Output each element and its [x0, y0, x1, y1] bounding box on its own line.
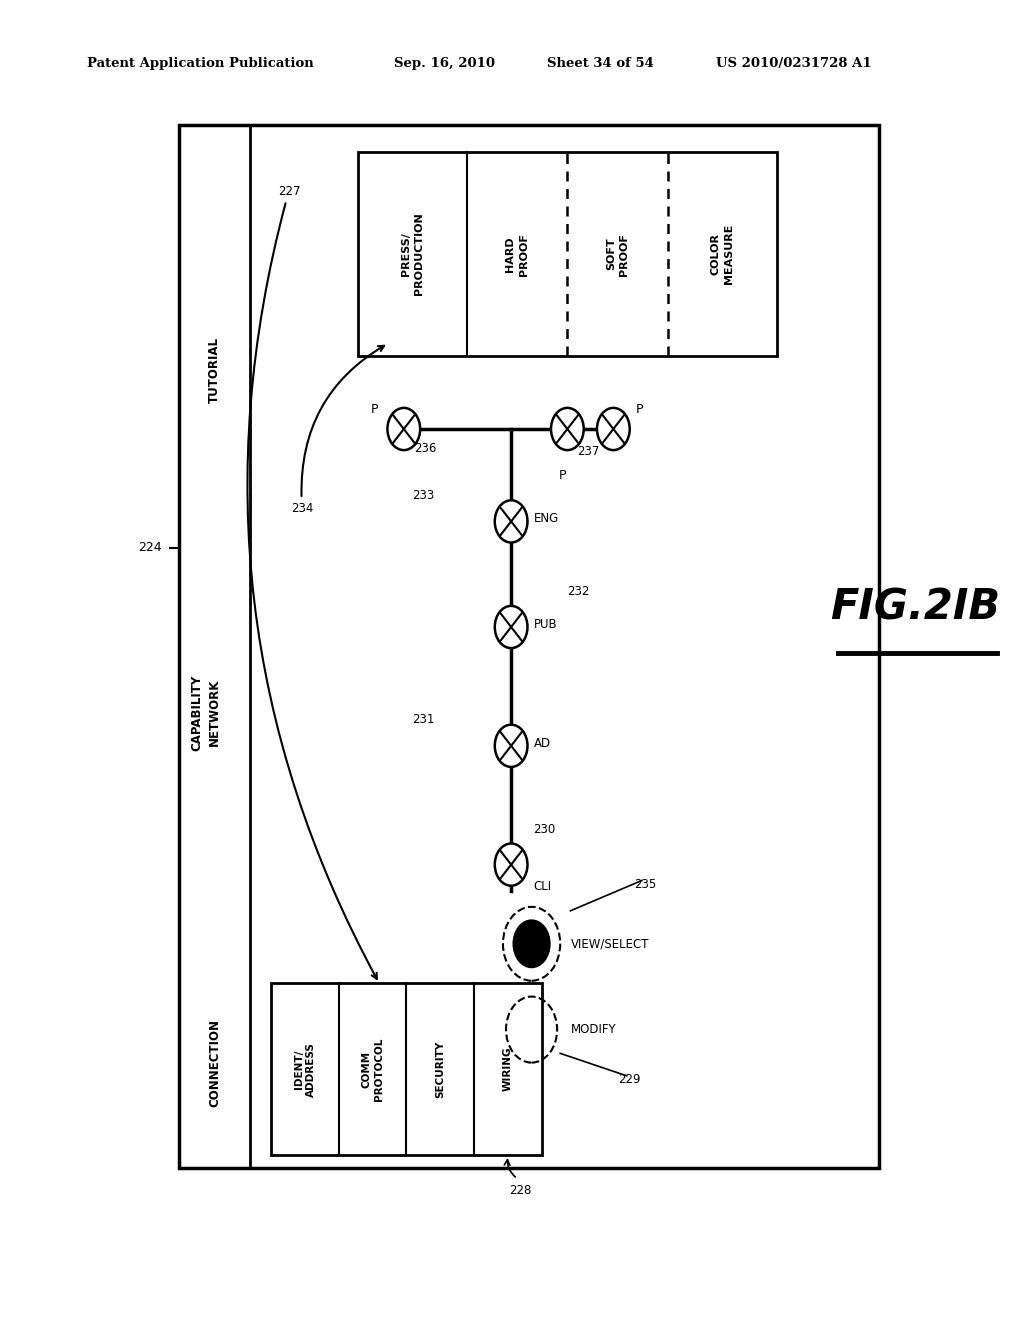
Text: 234: 234	[292, 502, 313, 515]
Text: NETWORK: NETWORK	[208, 678, 221, 747]
Circle shape	[495, 606, 527, 648]
Text: P: P	[636, 403, 643, 416]
Text: 235: 235	[634, 878, 656, 891]
Text: MODIFY: MODIFY	[570, 1023, 616, 1036]
Text: Patent Application Publication: Patent Application Publication	[87, 57, 313, 70]
Circle shape	[597, 408, 630, 450]
Circle shape	[551, 408, 584, 450]
Text: COLOR
MEASURE: COLOR MEASURE	[711, 224, 734, 284]
Text: P: P	[558, 469, 566, 482]
Text: TUTORIAL: TUTORIAL	[208, 337, 221, 403]
Bar	[357, 152, 777, 356]
Text: Sep. 16, 2010: Sep. 16, 2010	[393, 57, 495, 70]
Text: 237: 237	[578, 445, 600, 458]
Circle shape	[495, 725, 527, 767]
Text: Sheet 34 of 54: Sheet 34 of 54	[547, 57, 653, 70]
Text: SOFT
PROOF: SOFT PROOF	[606, 232, 630, 276]
Text: HARD
PROOF: HARD PROOF	[506, 232, 528, 276]
Text: WIRING: WIRING	[503, 1047, 513, 1092]
Text: VIEW/SELECT: VIEW/SELECT	[570, 937, 649, 950]
Text: 230: 230	[534, 822, 556, 836]
Text: P: P	[371, 403, 378, 416]
Text: 227: 227	[279, 185, 301, 198]
Text: AD: AD	[534, 737, 551, 750]
Circle shape	[495, 500, 527, 543]
Text: 224: 224	[138, 541, 162, 554]
Text: COMM
PROTOCOL: COMM PROTOCOL	[361, 1038, 384, 1101]
Text: SECURITY: SECURITY	[435, 1040, 445, 1098]
Text: 236: 236	[414, 442, 436, 455]
Text: CONNECTION: CONNECTION	[208, 1019, 221, 1106]
Text: 233: 233	[413, 488, 434, 502]
Text: 228: 228	[509, 1184, 531, 1197]
Text: 231: 231	[412, 713, 434, 726]
Bar	[179, 125, 880, 1168]
Text: ENG: ENG	[534, 512, 559, 525]
Text: 229: 229	[618, 1073, 641, 1086]
Circle shape	[513, 920, 550, 968]
Bar	[271, 983, 542, 1155]
Text: 232: 232	[567, 585, 590, 598]
Text: US 2010/0231728 A1: US 2010/0231728 A1	[716, 57, 871, 70]
Text: IDENT/
ADDRESS: IDENT/ ADDRESS	[294, 1041, 316, 1097]
Text: CAPABILITY: CAPABILITY	[190, 675, 204, 751]
Text: PRESS/
PRODUCTION: PRESS/ PRODUCTION	[400, 213, 424, 296]
Circle shape	[387, 408, 420, 450]
Text: CLI: CLI	[534, 880, 552, 894]
Text: FIG.2IB: FIG.2IB	[829, 586, 1000, 628]
Circle shape	[495, 843, 527, 886]
Text: PUB: PUB	[534, 618, 557, 631]
